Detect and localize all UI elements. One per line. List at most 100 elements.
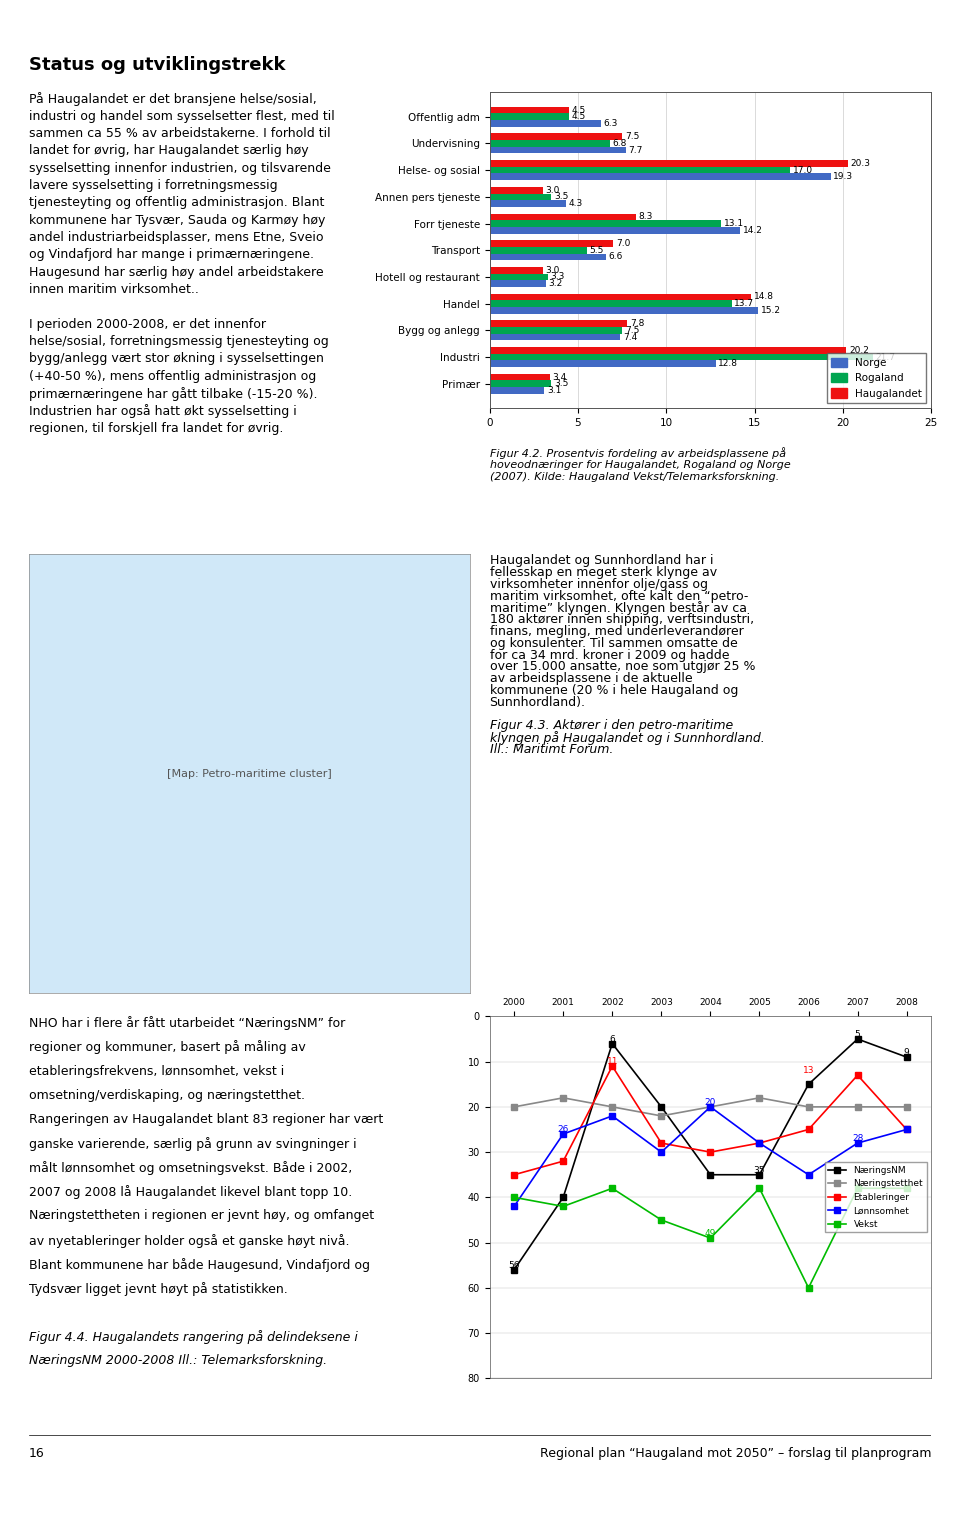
Bar: [490, 194, 551, 200]
Text: 12.8: 12.8: [718, 359, 738, 368]
Vekst: [509, 1189, 520, 1207]
Text: fellesskap en meget sterk klynge av: fellesskap en meget sterk klynge av: [490, 567, 717, 579]
Text: kommunene har Tysvær, Sauda og Karmøy høy: kommunene har Tysvær, Sauda og Karmøy hø…: [29, 214, 325, 226]
Text: etableringsfrekvens, lønnsomhet, vekst i: etableringsfrekvens, lønnsomhet, vekst i: [29, 1064, 284, 1078]
Text: 16: 16: [29, 1448, 44, 1460]
Legend: NæringsNM, Næringstetthet, Etableringer, Lønnsomhet, Vekst: NæringsNM, Næringstetthet, Etableringer,…: [825, 1163, 926, 1232]
Text: Haugalandet og Sunnhordland har i: Haugalandet og Sunnhordland har i: [490, 554, 713, 567]
NæringsNM: [509, 1261, 520, 1280]
Line: Næringstetthet: Næringstetthet: [512, 1095, 909, 1118]
Text: landet for øvrig, har Haugalandet særlig høy: landet for øvrig, har Haugalandet særlig…: [29, 145, 308, 157]
Bar: [490, 274, 548, 280]
Text: 4.5: 4.5: [572, 112, 586, 122]
Text: regioner og kommuner, basert på måling av: regioner og kommuner, basert på måling a…: [29, 1041, 305, 1055]
Etableringer: [900, 1120, 912, 1138]
Bar: [490, 280, 546, 286]
Bar: [490, 160, 849, 166]
Lønnsomhet: [852, 1133, 863, 1152]
Line: Etableringer: Etableringer: [512, 1064, 909, 1178]
Bar: [490, 146, 626, 154]
Text: maritime” klyngen. Klyngen består av ca: maritime” klyngen. Klyngen består av ca: [490, 602, 747, 616]
Bar: [490, 134, 622, 140]
Vekst: [803, 1278, 814, 1297]
Text: 13.1: 13.1: [724, 219, 744, 228]
Text: 6.3: 6.3: [604, 119, 618, 128]
Text: Figur 4.4. Haugalandets rangering på delindeksene i: Figur 4.4. Haugalandets rangering på del…: [29, 1331, 358, 1344]
Text: klyngen på Haugalandet og i Sunnhordland.: klyngen på Haugalandet og i Sunnhordland…: [490, 732, 764, 745]
Text: 19.3: 19.3: [833, 172, 853, 182]
NæringsNM: [607, 1035, 618, 1053]
Lønnsomhet: [607, 1107, 618, 1126]
Text: Sunnhordland).: Sunnhordland).: [490, 696, 586, 708]
Text: 13: 13: [803, 1066, 814, 1075]
Text: Industrien har også hatt økt sysselsetting i: Industrien har også hatt økt sysselsetti…: [29, 403, 297, 419]
Text: primærnæringene har gått tilbake (-15-20 %).: primærnæringene har gått tilbake (-15-20…: [29, 387, 318, 400]
Text: sammen ca 55 % av arbeidstakerne. I forhold til: sammen ca 55 % av arbeidstakerne. I forh…: [29, 128, 330, 140]
Text: Figur 4.3. Aktører i den petro-maritime: Figur 4.3. Aktører i den petro-maritime: [490, 719, 732, 733]
Text: 9: 9: [903, 1049, 909, 1056]
Text: 20.2: 20.2: [849, 346, 869, 354]
Text: og konsulenter. Til sammen omsatte de: og konsulenter. Til sammen omsatte de: [490, 638, 737, 650]
Text: 26: 26: [558, 1126, 569, 1133]
Etableringer: [754, 1133, 765, 1152]
Text: 11: 11: [607, 1056, 618, 1066]
Text: 4.5: 4.5: [572, 106, 586, 114]
Text: Status og utviklingstrekk: Status og utviklingstrekk: [29, 57, 285, 74]
NæringsNM: [656, 1098, 667, 1116]
Text: 20: 20: [705, 1098, 716, 1107]
Bar: [490, 346, 847, 354]
Bar: [490, 294, 751, 300]
Text: 6.6: 6.6: [609, 253, 623, 262]
Næringstetthet: [558, 1089, 569, 1107]
Text: 3.4: 3.4: [552, 373, 566, 382]
Vekst: [900, 1180, 912, 1198]
Bar: [490, 214, 636, 220]
Etableringer: [803, 1120, 814, 1138]
Text: På Haugalandet er det bransjene helse/sosial,: På Haugalandet er det bransjene helse/so…: [29, 92, 317, 106]
Bar: [490, 166, 790, 174]
Line: Lønnsomhet: Lønnsomhet: [512, 1104, 909, 1209]
Lønnsomhet: [803, 1166, 814, 1184]
Text: bygg/anlegg vært stor økning i sysselsettingen: bygg/anlegg vært stor økning i sysselset…: [29, 353, 324, 365]
Text: regionen, til forskjell fra landet for øvrig.: regionen, til forskjell fra landet for ø…: [29, 422, 283, 434]
NæringsNM: [754, 1166, 765, 1184]
Etableringer: [852, 1066, 863, 1084]
Bar: [490, 266, 542, 274]
Text: 4.3: 4.3: [568, 199, 583, 208]
Text: 20.3: 20.3: [851, 159, 871, 168]
Bar: [490, 254, 606, 260]
Vekst: [754, 1180, 765, 1198]
Text: industri og handel som sysselsetter flest, med til: industri og handel som sysselsetter fles…: [29, 109, 334, 123]
Bar: [490, 360, 716, 367]
Lønnsomhet: [705, 1098, 716, 1116]
Text: Næringstettheten i regionen er jevnt høy, og omfanget: Næringstettheten i regionen er jevnt høy…: [29, 1209, 374, 1223]
Text: finans, megling, med underleverandører: finans, megling, med underleverandører: [490, 625, 743, 638]
Næringstetthet: [656, 1107, 667, 1126]
Bar: [490, 354, 873, 360]
Text: I perioden 2000-2008, er det innenfor: I perioden 2000-2008, er det innenfor: [29, 317, 266, 331]
Text: 7.5: 7.5: [625, 132, 639, 142]
Text: 2007 og 2008 lå Haugalandet likevel blant topp 10.: 2007 og 2008 lå Haugalandet likevel blan…: [29, 1186, 352, 1200]
Text: virksomheter innenfor olje/gass og: virksomheter innenfor olje/gass og: [490, 578, 708, 591]
Text: 3.0: 3.0: [545, 266, 560, 274]
Text: (+40-50 %), mens offentlig administrasjon og: (+40-50 %), mens offentlig administrasjo…: [29, 370, 316, 382]
Text: av nyetableringer holder også et ganske høyt nivå.: av nyetableringer holder også et ganske …: [29, 1234, 349, 1247]
Text: 49: 49: [705, 1229, 716, 1238]
Text: 7.5: 7.5: [625, 326, 639, 334]
Næringstetthet: [705, 1098, 716, 1116]
Etableringer: [607, 1056, 618, 1075]
Etableringer: [509, 1166, 520, 1184]
Line: Vekst: Vekst: [512, 1186, 909, 1291]
Text: av arbeidsplassene i de aktuelle: av arbeidsplassene i de aktuelle: [490, 671, 692, 685]
Etableringer: [705, 1143, 716, 1161]
Næringstetthet: [852, 1098, 863, 1116]
Line: NæringsNM: NæringsNM: [512, 1036, 909, 1272]
Text: sysselsetting innenfor industrien, og tilsvarende: sysselsetting innenfor industrien, og ti…: [29, 162, 330, 174]
Text: andel industriarbeidsplasser, mens Etne, Sveio: andel industriarbeidsplasser, mens Etne,…: [29, 231, 324, 243]
NæringsNM: [852, 1030, 863, 1049]
Text: Ill.: Maritimt Forum.: Ill.: Maritimt Forum.: [490, 742, 613, 756]
Text: for ca 34 mrd. kroner i 2009 og hadde: for ca 34 mrd. kroner i 2009 og hadde: [490, 648, 729, 662]
Næringstetthet: [900, 1098, 912, 1116]
Text: over 15.000 ansatte, noe som utgjør 25 %: over 15.000 ansatte, noe som utgjør 25 %: [490, 661, 756, 673]
Bar: [490, 140, 610, 146]
